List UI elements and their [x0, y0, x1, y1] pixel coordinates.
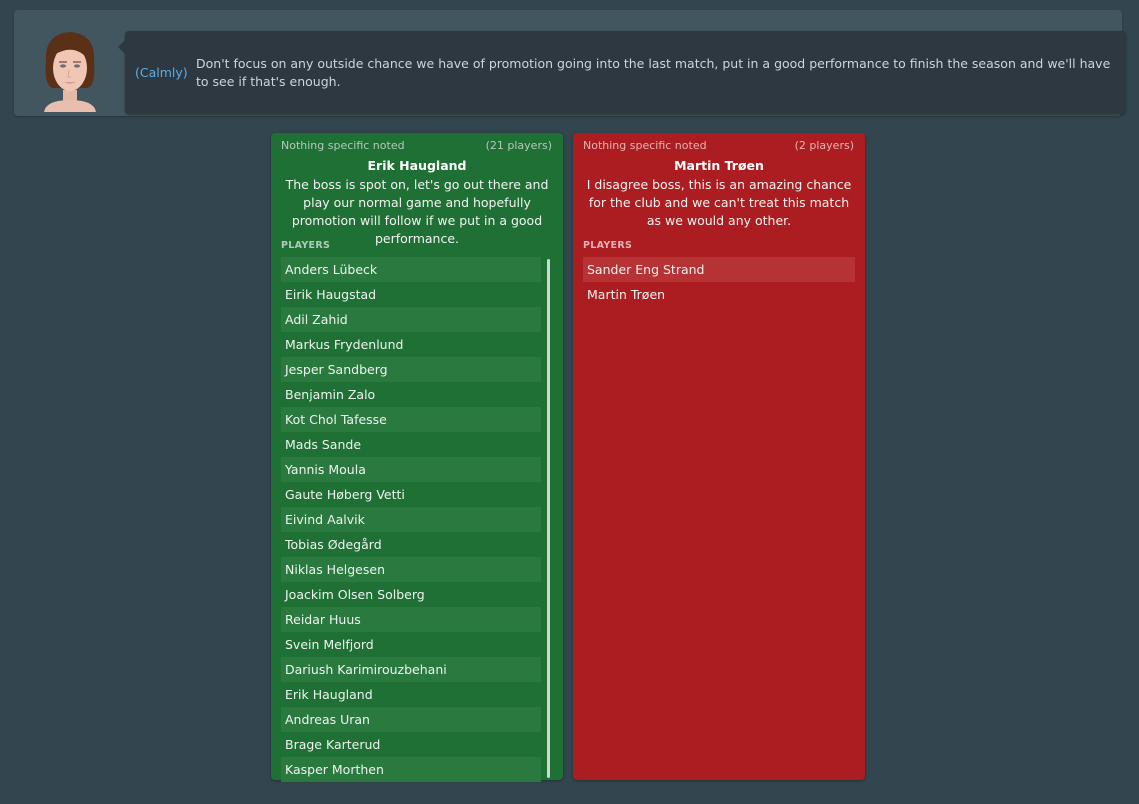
advisor-panel: (Calmly) Don't focus on any outside chan…: [14, 10, 1126, 116]
scrollbar-thumb[interactable]: [547, 259, 550, 778]
player-row[interactable]: Martin Trøen: [587, 287, 666, 302]
player-row[interactable]: Andreas Uran: [281, 707, 541, 732]
player-row[interactable]: Erik Haugland: [285, 687, 373, 702]
player-row[interactable]: Dariush Karimirouzbehani: [281, 657, 541, 682]
player-row[interactable]: Reidar Huus: [281, 607, 541, 632]
players-list: Sander Eng Strand Martin Trøen: [583, 257, 855, 307]
players-header: PLAYERS: [583, 240, 633, 251]
player-row[interactable]: Benjamin Zalo: [285, 387, 376, 402]
player-row[interactable]: Sander Eng Strand: [583, 257, 855, 282]
player-row[interactable]: Eivind Aalvik: [281, 507, 541, 532]
player-row[interactable]: Kasper Morthen: [281, 757, 541, 782]
player-row[interactable]: Joackim Olsen Solberg: [285, 587, 425, 602]
player-row[interactable]: Niklas Helgesen: [281, 557, 541, 582]
group-spokesperson[interactable]: Martin Trøen: [674, 158, 764, 173]
group-quote: I disagree boss, this is an amazing chan…: [586, 177, 852, 228]
player-row[interactable]: Brage Karterud: [285, 737, 381, 752]
tone-label: (Calmly): [135, 65, 188, 80]
player-row[interactable]: Mads Sande: [285, 437, 362, 452]
players-header: PLAYERS: [281, 240, 331, 251]
group-quote: The boss is spot on, let's go out there …: [285, 177, 549, 246]
response-group-disagree: Nothing specific noted (2 players) Marti…: [573, 133, 865, 780]
response-group-agree: Nothing specific noted (21 players) Erik…: [271, 133, 563, 782]
player-row[interactable]: Tobias Ødegård: [285, 537, 382, 552]
group-note: Nothing specific noted: [583, 139, 707, 152]
speech-bubble: (Calmly) Don't focus on any outside chan…: [118, 31, 1126, 114]
player-row[interactable]: Gaute Høberg Vetti: [285, 487, 405, 502]
group-player-count: (2 players): [794, 139, 854, 152]
player-row[interactable]: Markus Frydenlund: [285, 337, 404, 352]
players-list: Anders Lübeck Eirik Haugstad Adil Zahid …: [281, 257, 541, 782]
group-note: Nothing specific noted: [281, 139, 405, 152]
player-row[interactable]: Jesper Sandberg: [281, 357, 541, 382]
player-row[interactable]: Kot Chol Tafesse: [281, 407, 541, 432]
player-row[interactable]: Svein Melfjord: [285, 637, 374, 652]
player-row[interactable]: Adil Zahid: [281, 307, 541, 332]
group-spokesperson[interactable]: Erik Haugland: [367, 158, 467, 173]
players-scrollbar[interactable]: [547, 259, 550, 778]
player-row[interactable]: Yannis Moula: [281, 457, 541, 482]
advisor-message: Don't focus on any outside chance we hav…: [196, 56, 1111, 89]
player-row[interactable]: Anders Lübeck: [281, 257, 541, 282]
group-player-count: (21 players): [485, 139, 552, 152]
player-row[interactable]: Eirik Haugstad: [285, 287, 377, 302]
female-staff-avatar-icon[interactable]: [36, 24, 104, 112]
